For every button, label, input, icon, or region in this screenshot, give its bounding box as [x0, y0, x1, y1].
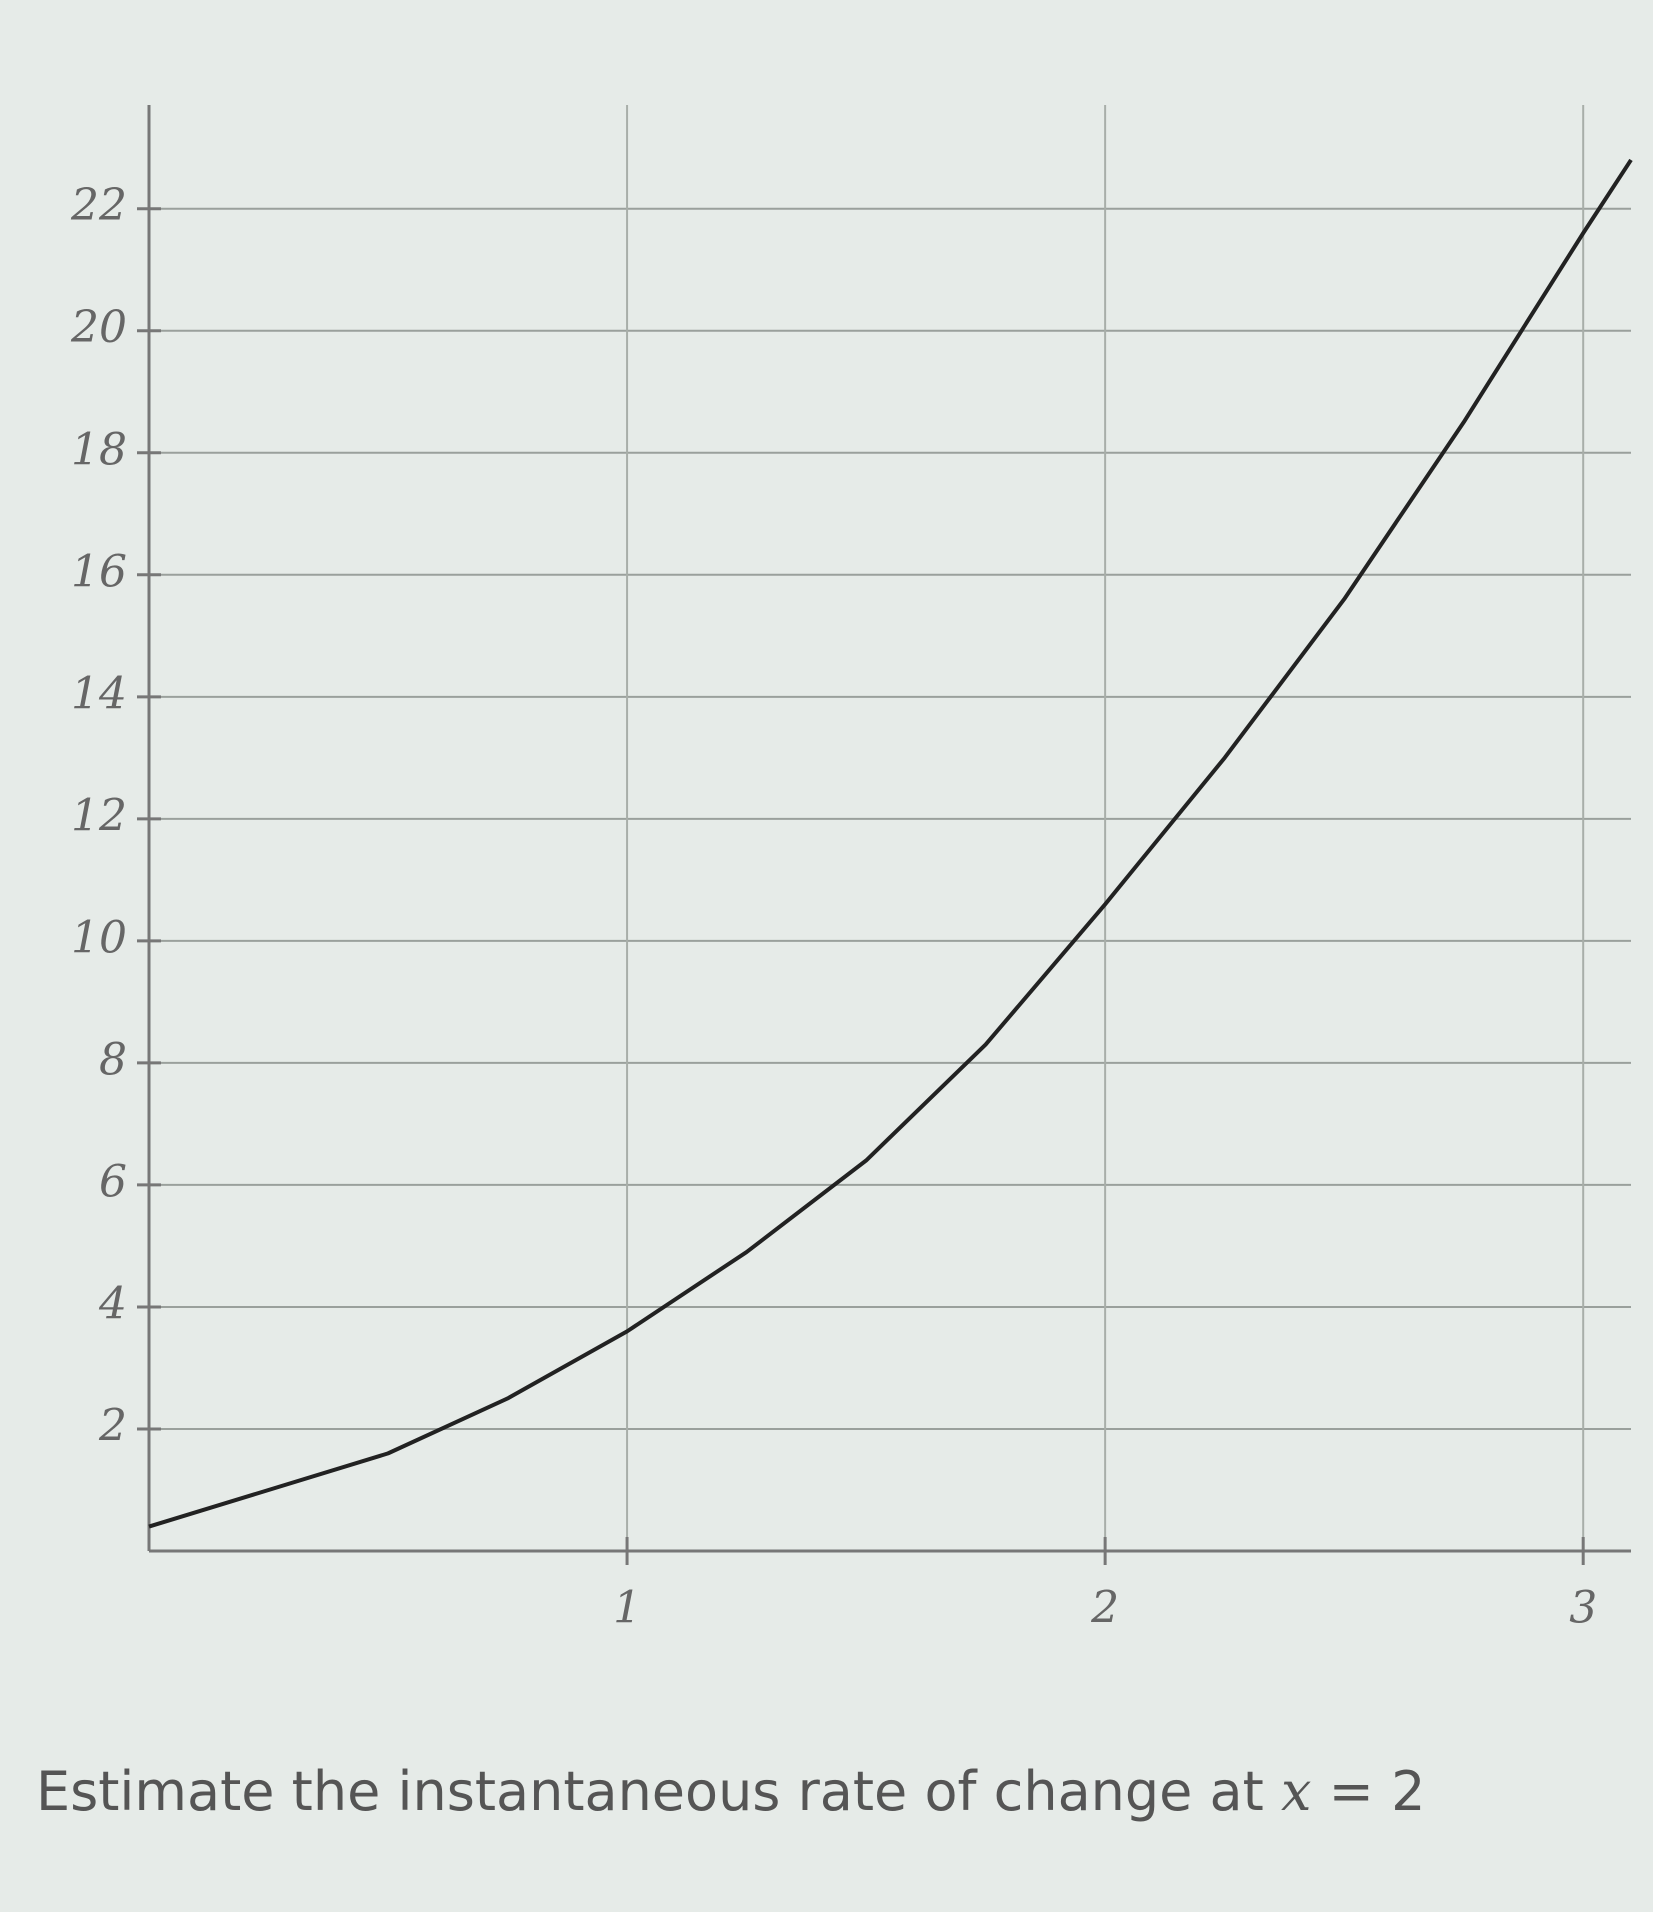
question: Estimate the instantaneous rate of chang…: [36, 1760, 1425, 1823]
x-tick-label: 1: [613, 1583, 641, 1634]
x-tick-label: 3: [1569, 1583, 1597, 1634]
y-tick-label: 14: [71, 668, 127, 719]
y-tick-label: 12: [71, 790, 127, 841]
x-tick-label: 2: [1090, 1583, 1119, 1634]
y-tick-label: 22: [70, 180, 127, 231]
y-tick-label: 10: [71, 912, 127, 963]
y-tick-label: 18: [71, 424, 127, 475]
question-text: Estimate the instantaneous rate of chang…: [36, 1760, 1264, 1823]
y-tick-label: 16: [71, 546, 127, 597]
question-operator: =: [1329, 1760, 1374, 1823]
y-tick-label: 4: [98, 1278, 127, 1329]
y-tick-label: 8: [99, 1034, 127, 1085]
y-tick-label: 2: [98, 1400, 127, 1451]
question-value: 2: [1391, 1760, 1425, 1823]
y-tick-label: 6: [99, 1156, 127, 1207]
question-variable: x: [1281, 1760, 1311, 1823]
curve: [148, 158, 1633, 1529]
y-tick-label: 20: [70, 302, 127, 353]
